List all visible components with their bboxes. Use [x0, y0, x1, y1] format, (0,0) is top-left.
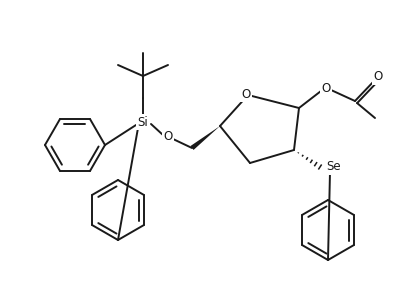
- Text: O: O: [373, 70, 382, 83]
- Text: O: O: [321, 82, 330, 95]
- Text: O: O: [163, 131, 172, 143]
- Text: O: O: [241, 87, 250, 101]
- Text: Se: Se: [326, 160, 341, 174]
- Text: Si: Si: [137, 116, 148, 128]
- Polygon shape: [190, 126, 220, 150]
